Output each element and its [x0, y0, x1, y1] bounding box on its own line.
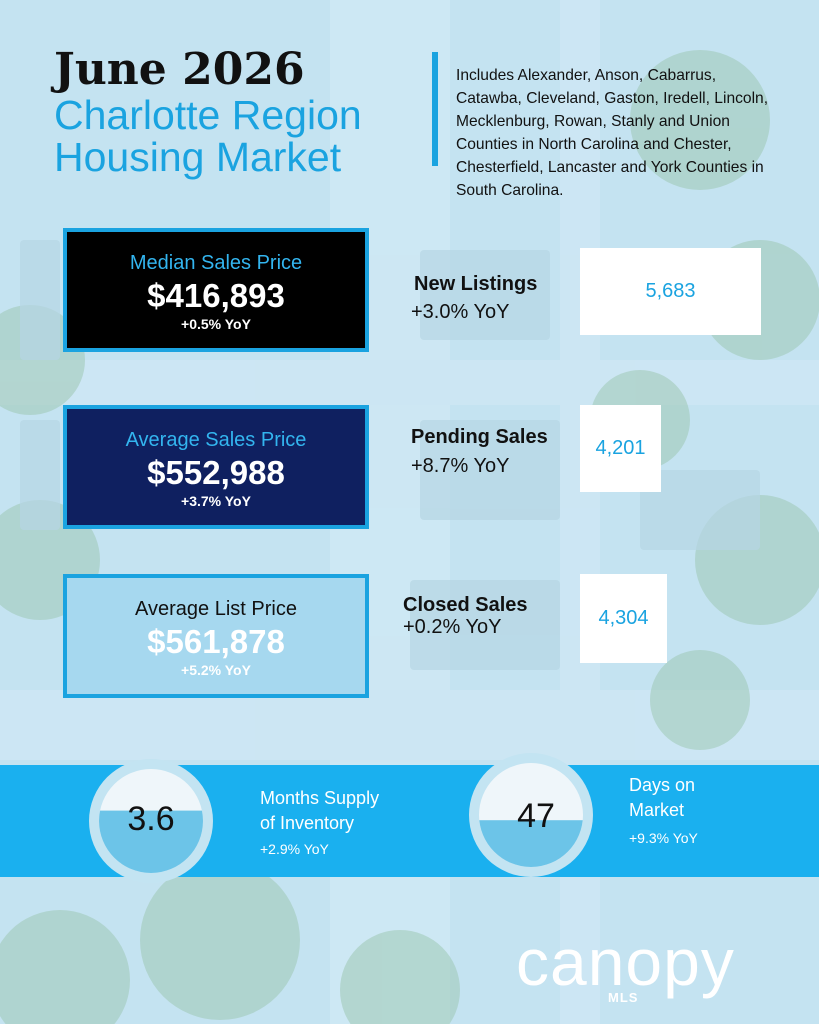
new-listings-title: New Listings [414, 273, 538, 295]
months-supply-title-line-1: Months Supply [260, 788, 380, 808]
days-on-market-gauge [469, 753, 593, 877]
months-supply-title: Months Supply of Inventory [260, 786, 379, 836]
months-supply-yoy: +2.9% YoY [260, 841, 329, 857]
months-supply-value: 3.6 [127, 800, 175, 838]
median-sales-price-card: Median Sales Price $416,893 +0.5% YoY [63, 228, 369, 352]
price-value: $552,988 [147, 454, 285, 491]
days-on-market-yoy: +9.3% YoY [629, 830, 698, 846]
closed-sales-yoy: +0.2% YoY [403, 616, 502, 638]
days-on-market-title: Days on Market [629, 773, 695, 823]
price-yoy: +0.5% YoY [181, 316, 251, 332]
price-yoy: +3.7% YoY [181, 493, 251, 509]
canopy-logo: canopy [516, 925, 735, 999]
days-on-market-title-line-1: Days on [629, 775, 696, 795]
closed-sales-value: 4,304 [580, 574, 667, 663]
header-divider [432, 52, 438, 166]
days-on-market-value: 47 [517, 797, 555, 835]
months-supply-gauge [89, 759, 213, 883]
average-list-price-card: Average List Price $561,878 +5.2% YoY [63, 574, 369, 698]
page-title: June 2026 [54, 44, 305, 95]
pending-sales-title: Pending Sales [411, 426, 548, 448]
region-description: Includes Alexander, Anson, Cabarrus, Cat… [456, 67, 769, 199]
subtitle-line-1: Charlotte Region [54, 92, 362, 138]
days-on-market-title-line-2: Market [629, 800, 685, 820]
months-supply-title-line-2: of Inventory [260, 813, 355, 833]
price-label: Average List Price [135, 598, 297, 620]
closed-sales-title: Closed Sales [403, 594, 528, 616]
new-listings-yoy: +3.0% YoY [411, 301, 510, 323]
price-label: Average Sales Price [125, 429, 307, 451]
price-label: Median Sales Price [129, 252, 303, 274]
price-yoy: +5.2% YoY [181, 662, 251, 678]
price-value: $416,893 [147, 277, 285, 314]
pending-sales-value: 4,201 [580, 405, 661, 492]
pending-sales-yoy: +8.7% YoY [411, 455, 510, 477]
canopy-logo-mls: MLS [608, 990, 639, 1005]
subtitle-line-2: Housing Market [54, 134, 342, 180]
page-subtitle: Charlotte Region Housing Market [54, 94, 362, 178]
price-value: $561,878 [147, 623, 285, 660]
average-sales-price-card: Average Sales Price $552,988 +3.7% YoY [63, 405, 369, 529]
new-listings-value: 5,683 [580, 248, 761, 335]
